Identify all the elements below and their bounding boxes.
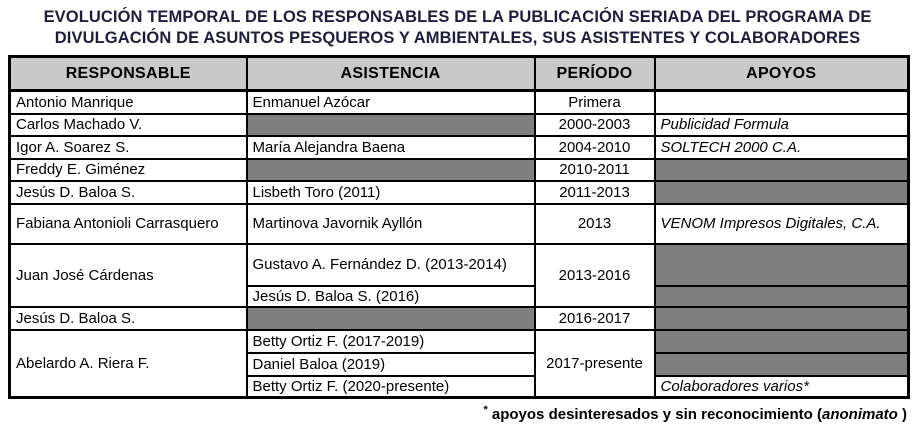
periodo-cell: 2017-presente: [533, 328, 656, 399]
asistencia-cell: Betty Ortiz F. (2020-presente): [245, 374, 536, 399]
table-row: Freddy E. Giménez 2010-2011: [8, 157, 910, 182]
periodo-cell: 2013: [533, 202, 656, 245]
column-header-asistencia: ASISTENCIA: [245, 55, 536, 92]
asistencia-cell: Gustavo A. Fernández D. (2013-2014): [245, 242, 536, 287]
table-row: Fabiana Antonioli Carrasquero Martinova …: [8, 202, 910, 245]
footnote-text: apoyos desinteresados y sin reconocimien…: [487, 406, 822, 423]
periodo-cell: 2004-2010: [533, 134, 656, 160]
responsable-cell: Fabiana Antonioli Carrasquero: [8, 202, 248, 245]
footnote-suffix: ): [897, 406, 907, 423]
responsable-cell: Antonio Manrique: [8, 89, 248, 115]
apoyos-cell-filled: [653, 351, 910, 377]
apoyos-cell-filled: [653, 284, 910, 308]
asistencia-cell: Lisbeth Toro (2011): [245, 179, 536, 205]
footnote: * apoyos desinteresados y sin reconocimi…: [8, 404, 907, 423]
asistencia-cell: Daniel Baloa (2019): [245, 351, 536, 377]
asistencia-cell-filled: [245, 112, 536, 137]
asistencia-cell: María Alejandra Baena: [245, 134, 536, 160]
periodo-cell: 2010-2011: [533, 157, 656, 182]
responsable-cell: Abelardo A. Riera F.: [8, 328, 248, 399]
table-row: Juan José Cárdenas Gustavo A. Fernández …: [8, 242, 910, 308]
apoyos-cell-filled: [653, 157, 910, 182]
apoyos-cell: [653, 89, 910, 115]
footnote-italic-word: anonimato: [821, 406, 898, 423]
evolution-table: RESPONSABLE ASISTENCIA PERÍODO APOYOS An…: [8, 55, 910, 399]
header-row: RESPONSABLE ASISTENCIA PERÍODO APOYOS: [8, 55, 910, 92]
apoyos-cell-filled: [653, 242, 910, 287]
page-title-line-1: EVOLUCIÓN TEMPORAL DE LOS RESPONSABLES D…: [43, 8, 872, 26]
periodo-cell: 2011-2013: [533, 179, 656, 205]
column-header-periodo: PERÍODO: [533, 55, 656, 92]
apoyos-cell: Colaboradores varios*: [653, 374, 910, 399]
responsable-cell: Jesús D. Baloa S.: [8, 179, 248, 205]
table-row: Carlos Machado V. 2000-2003 Publicidad F…: [8, 112, 910, 137]
asistencia-cell-filled: [245, 157, 536, 182]
table-row: Igor A. Soarez S. María Alejandra Baena …: [8, 134, 910, 160]
page-title-line-2: DIVULGACIÓN DE ASUNTOS PESQUEROS Y AMBIE…: [54, 29, 861, 47]
table-row: Jesús D. Baloa S. Lisbeth Toro (2011) 20…: [8, 179, 910, 205]
responsable-cell: Juan José Cárdenas: [8, 242, 248, 308]
page-title: EVOLUCIÓN TEMPORAL DE LOS RESPONSABLES D…: [0, 7, 915, 49]
periodo-cell: 2013-2016: [533, 242, 656, 308]
responsable-cell: Jesús D. Baloa S.: [8, 305, 248, 331]
table-row: Jesús D. Baloa S. 2016-2017: [8, 305, 910, 331]
apoyos-cell: SOLTECH 2000 C.A.: [653, 134, 910, 160]
apoyos-cell: VENOM Impresos Digitales, C.A.: [653, 202, 910, 245]
responsable-cell: Igor A. Soarez S.: [8, 134, 248, 160]
table-row: Abelardo A. Riera F. Betty Ortiz F. (201…: [8, 328, 910, 399]
column-header-responsable: RESPONSABLE: [8, 55, 248, 92]
footnote-asterisk: *: [483, 404, 488, 416]
table-row: Daniel Baloa (2019): [10, 351, 910, 377]
asistencia-cell: Betty Ortiz F. (2017-2019): [245, 328, 536, 354]
periodo-cell: 2000-2003: [533, 112, 656, 137]
asistencia-cell: Martinova Javornik Ayllón: [245, 202, 536, 245]
table-row: Antonio Manrique Enmanuel Azócar Primera: [8, 89, 910, 115]
apoyos-cell: Publicidad Formula: [653, 112, 910, 137]
responsable-cell: Freddy E. Giménez: [8, 157, 248, 182]
apoyos-cell-filled: [653, 328, 910, 354]
table-row: Jesús D. Baloa S. (2016): [10, 284, 910, 308]
asistencia-cell: Jesús D. Baloa S. (2016): [245, 284, 536, 308]
periodo-cell: 2016-2017: [533, 305, 656, 331]
periodo-cell: Primera: [533, 89, 656, 115]
asistencia-cell-filled: [245, 305, 536, 331]
asistencia-cell: Enmanuel Azócar: [245, 89, 536, 115]
apoyos-cell-filled: [653, 179, 910, 205]
column-header-apoyos: APOYOS: [653, 55, 910, 92]
table-row: Betty Ortiz F. (2020-presente) Colaborad…: [10, 374, 910, 399]
responsable-cell: Carlos Machado V.: [8, 112, 248, 137]
apoyos-cell-filled: [653, 305, 910, 331]
